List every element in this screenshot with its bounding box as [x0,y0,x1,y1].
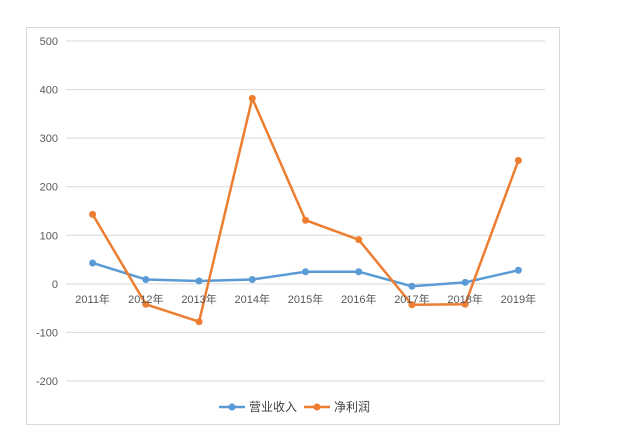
data-point-0-1 [142,275,150,283]
y-tick-label: 500 [40,36,58,48]
legend-label-1: 净利润 [334,400,370,414]
x-tick-label: 2015年 [288,292,323,306]
data-point-1-8 [514,156,522,164]
legend-label-0: 营业收入 [249,400,297,414]
data-point-0-3 [248,275,256,283]
chart-frame [26,27,560,425]
y-tick-label: 300 [40,133,58,145]
data-point-0-2 [195,277,203,285]
y-axis-tick-labels: 500 400 300 200 100 0 -100 -200 [36,36,58,388]
data-point-0-8 [514,266,522,274]
legend: 营业收入 净利润 [219,400,370,414]
data-point-1-0 [89,210,97,218]
x-tick-label: 2018年 [447,292,482,306]
x-tick-label: 2011年 [75,292,110,306]
data-point-0-6 [408,282,416,290]
x-axis-tick-labels: 2011年 2012年 2013年 2014年 2015年 2016年 2017年 2018年… [75,292,536,306]
legend-marker-0 [228,403,236,411]
gridlines [66,40,545,382]
y-tick-label: 0 [52,279,58,291]
y-tick-label: -200 [36,376,58,388]
data-point-0-7 [461,278,469,286]
data-point-1-5 [355,236,363,244]
y-tick-label: 400 [40,85,58,97]
data-point-0-0 [89,259,97,267]
data-point-0-4 [302,268,309,276]
x-tick-label: 2013年 [181,292,216,306]
y-tick-label: 100 [40,230,58,242]
data-point-1-3 [248,94,256,102]
x-tick-label: 2016年 [341,292,376,306]
y-tick-label: -100 [36,327,58,339]
data-point-1-1 [142,300,150,308]
x-tick-label: 2019年 [501,292,536,306]
legend-marker-1 [313,403,321,411]
data-point-0-5 [355,268,363,276]
x-tick-label: 2017年 [394,292,429,306]
data-point-1-2 [195,318,203,326]
y-tick-label: 200 [40,182,58,194]
data-point-1-7 [461,300,469,308]
data-point-1-6 [408,301,416,309]
data-point-1-4 [302,216,309,224]
x-tick-label: 2012年 [128,292,163,306]
series-lines [89,94,522,326]
x-tick-label: 2014年 [235,292,270,306]
series-line-1 [91,97,520,323]
